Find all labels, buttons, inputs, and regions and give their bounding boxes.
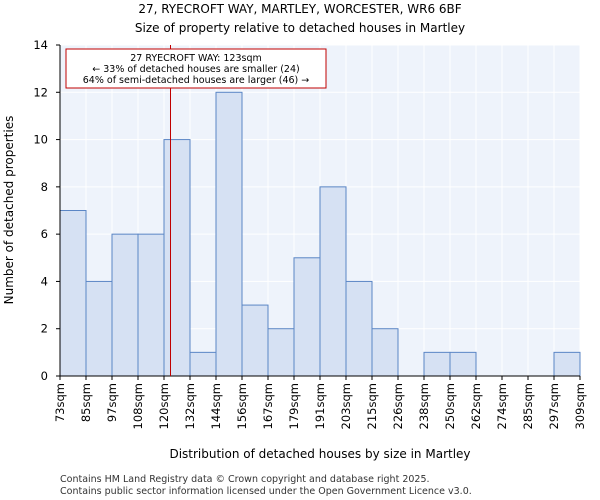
histogram-bar <box>267 328 295 377</box>
histogram-bar <box>345 280 373 377</box>
y-tick-label: 6 <box>41 227 48 241</box>
histogram-bar <box>189 351 217 377</box>
histogram-bar <box>215 91 243 377</box>
x-axis-label: Distribution of detached houses by size … <box>169 447 470 461</box>
histogram-bar <box>423 351 451 377</box>
histogram-bar <box>553 351 581 377</box>
x-tick-label: 309sqm <box>573 383 587 429</box>
x-tick-label: 238sqm <box>417 383 431 429</box>
chart-title: 27, RYECROFT WAY, MARTLEY, WORCESTER, WR… <box>138 2 461 16</box>
histogram-bar <box>293 257 321 377</box>
axis-layer: 0 2 4 6 8 10 12 14 73sqm 85sqm 97sqm 108sqm 120sqm 13… <box>33 38 587 429</box>
histogram-bar <box>85 280 113 377</box>
marker-annotation: 27 RYECROFT WAY: 123sqm ← 33% of detache… <box>65 48 327 89</box>
y-tick-label: 10 <box>33 133 48 147</box>
y-tick-label: 12 <box>33 85 48 99</box>
histogram-bar <box>163 139 191 377</box>
annotation-line-1: 27 RYECROFT WAY: 123sqm <box>130 53 262 64</box>
bars-layer <box>59 91 581 377</box>
x-tick-label: 120sqm <box>157 383 171 429</box>
footer-line-2: Contains public sector information licen… <box>60 486 472 497</box>
x-tick-label: 85sqm <box>79 383 93 422</box>
y-tick-label: 14 <box>33 38 48 52</box>
x-tick-label: 226sqm <box>391 383 405 429</box>
histogram-bar <box>371 328 399 377</box>
x-tick-label: 144sqm <box>209 383 223 429</box>
x-tick-label: 215sqm <box>365 383 379 429</box>
x-tick-label: 203sqm <box>339 383 353 429</box>
x-tick-label: 285sqm <box>521 383 535 429</box>
histogram-bar <box>137 233 165 377</box>
x-tick-label: 73sqm <box>53 383 67 422</box>
y-tick-label: 8 <box>41 180 48 194</box>
histogram-bar <box>111 233 139 377</box>
annotation-line-3: 64% of semi-detached houses are larger (… <box>83 75 310 86</box>
y-tick-label: 0 <box>41 369 48 383</box>
x-tick-label: 262sqm <box>469 383 483 429</box>
x-tick-label: 191sqm <box>313 383 327 429</box>
x-tick-label: 156sqm <box>235 383 249 429</box>
annotation-line-2: ← 33% of detached houses are smaller (24… <box>92 64 299 75</box>
y-axis-label: Number of detached properties <box>2 116 16 305</box>
footer-line-1: Contains HM Land Registry data © Crown c… <box>60 474 430 485</box>
chart-subtitle: Size of property relative to detached ho… <box>135 21 465 35</box>
x-tick-label: 179sqm <box>287 383 301 429</box>
x-tick-label: 297sqm <box>547 383 561 429</box>
x-tick-label: 274sqm <box>495 383 509 429</box>
histogram-bar <box>319 186 347 377</box>
histogram-bar <box>449 351 477 377</box>
histogram-bar <box>241 304 269 377</box>
annotation-box <box>65 48 327 89</box>
y-tick-label: 2 <box>41 322 48 336</box>
x-tick-label: 132sqm <box>183 383 197 429</box>
y-tick-label: 4 <box>41 274 48 288</box>
x-tick-label: 97sqm <box>105 383 119 422</box>
histogram-bar <box>59 210 87 377</box>
x-tick-label: 167sqm <box>261 383 275 429</box>
x-tick-label: 250sqm <box>443 383 457 429</box>
x-tick-label: 108sqm <box>131 383 145 429</box>
